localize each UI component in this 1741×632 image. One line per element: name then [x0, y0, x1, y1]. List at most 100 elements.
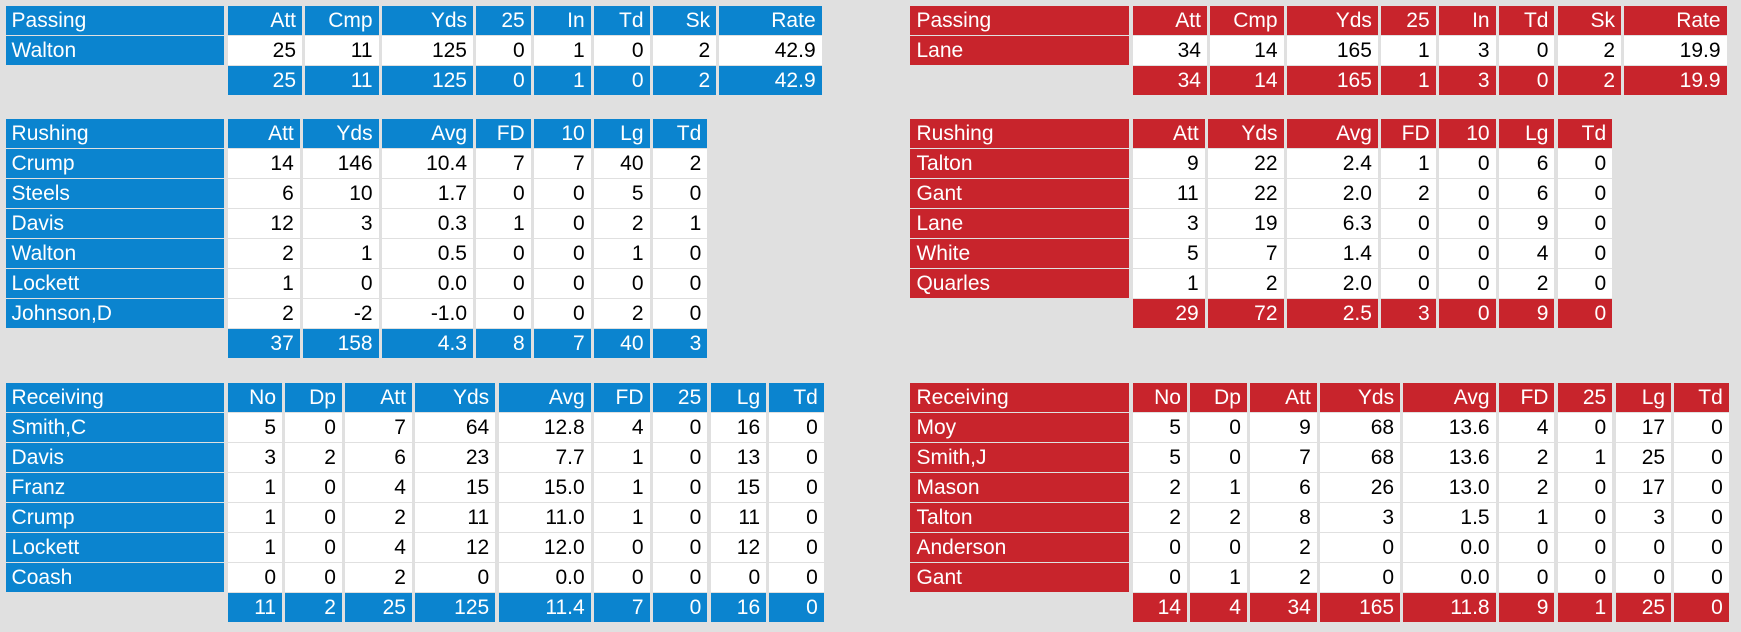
stat-cell: 1	[594, 238, 650, 268]
stat-cell: 2.4	[1286, 148, 1378, 178]
stat-cell: 0	[476, 268, 531, 298]
stat-cell: -2	[303, 298, 379, 328]
total-cell: 11.4	[498, 592, 591, 622]
stat-cell: 6.3	[1286, 208, 1378, 238]
stat-cell: 14	[1210, 35, 1284, 65]
stat-cell: 7	[534, 148, 591, 178]
stat-cell: 0	[285, 413, 342, 443]
stat-cell: 13.6	[1403, 443, 1496, 473]
stat-cell: 0	[652, 413, 708, 443]
stat-cell: 12.0	[498, 532, 591, 562]
header-cell: FD	[476, 118, 531, 148]
header-cell: Td	[594, 5, 650, 35]
stat-cell: 1	[534, 35, 591, 65]
player-name: Lane	[910, 208, 1130, 238]
stat-cell: 0	[1320, 562, 1401, 592]
stat-cell: 1	[227, 532, 283, 562]
stat-cell: 0	[415, 562, 496, 592]
total-cell: 29	[1132, 298, 1205, 328]
header-cell: Avg	[1403, 383, 1496, 413]
stat-cell: 4	[1498, 413, 1555, 443]
stat-cell: 2	[1208, 268, 1284, 298]
total-cell: 42.9	[719, 65, 822, 95]
stat-cell: 0	[1381, 238, 1436, 268]
total-cell: 0	[1438, 298, 1496, 328]
stat-cell: 0	[285, 502, 342, 532]
stat-cell: 0	[769, 473, 824, 502]
stat-cell: 15	[415, 473, 496, 502]
total-cell: 3	[1381, 298, 1436, 328]
stat-cell: 0	[476, 35, 531, 65]
stat-cell: 3	[1615, 502, 1672, 532]
total-cell: 2	[652, 65, 717, 95]
header-cell: No	[227, 383, 283, 413]
stat-cell: 6	[1250, 473, 1317, 502]
total-cell: 14	[1132, 592, 1187, 622]
header-cell: Att	[1132, 5, 1207, 35]
total-cell: 0	[769, 592, 824, 622]
stat-cell: 0	[1381, 208, 1436, 238]
stat-cell: 8	[1250, 502, 1317, 532]
stat-cell: 1	[227, 268, 300, 298]
stat-cell: 64	[415, 413, 496, 443]
stat-cell: 68	[1320, 443, 1401, 473]
header-cell: Receiving	[910, 383, 1130, 413]
stat-cell: 0	[769, 562, 824, 592]
stat-cell: 2.0	[1286, 178, 1378, 208]
stat-cell: 0	[1557, 473, 1613, 502]
stat-cell: 2	[285, 443, 342, 473]
stat-cell: 1	[227, 473, 283, 502]
stat-cell: 40	[594, 148, 650, 178]
header-cell: Yds	[1208, 118, 1284, 148]
header-cell: Rate	[1624, 5, 1727, 35]
header-cell: Att	[227, 5, 302, 35]
header-cell: Td	[1557, 118, 1613, 148]
stat-cell: 2	[1557, 35, 1622, 65]
header-cell: Receiving	[5, 383, 225, 413]
player-name: Davis	[5, 208, 225, 238]
stat-cell: 11.0	[498, 502, 591, 532]
player-name: Gant	[910, 178, 1130, 208]
header-cell: Lg	[1615, 383, 1672, 413]
stat-cell: 14	[227, 148, 300, 178]
header-cell: Rate	[719, 5, 822, 35]
total-cell: 0	[1498, 65, 1555, 95]
stat-cell: 16	[710, 413, 767, 443]
player-name: White	[910, 238, 1130, 268]
stat-cell: 25	[1615, 443, 1672, 473]
stat-cell: 0	[769, 443, 824, 473]
stat-cell: 1	[1498, 502, 1555, 532]
stat-cell: 0	[1438, 238, 1496, 268]
total-cell: 2	[285, 592, 342, 622]
stat-cell: 7	[476, 148, 531, 178]
stat-cell: 1.7	[381, 178, 473, 208]
stat-cell: 0	[652, 502, 708, 532]
stat-cell: 0	[1498, 532, 1555, 562]
total-cell: 165	[1320, 592, 1401, 622]
stat-cell: 0	[710, 562, 767, 592]
total-cell: 0	[1557, 298, 1613, 328]
total-cell: 19.9	[1624, 65, 1727, 95]
stat-cell: 0.5	[381, 238, 473, 268]
stat-cell: 0	[1132, 562, 1187, 592]
total-cell: 72	[1208, 298, 1284, 328]
total-cell: 8	[476, 328, 531, 358]
header-cell: Yds	[303, 118, 379, 148]
stat-cell: 12	[710, 532, 767, 562]
stat-cell: 2	[1250, 532, 1317, 562]
stat-cell: 1	[594, 443, 650, 473]
stat-cell: 2	[1132, 502, 1187, 532]
total-cell: 40	[594, 328, 650, 358]
player-name: Smith,J	[910, 443, 1130, 473]
stat-cell: 1.5	[1403, 502, 1496, 532]
stat-cell: 0	[1498, 35, 1555, 65]
total-cell: 0	[1674, 592, 1729, 622]
stat-cell: 2	[1190, 502, 1247, 532]
stat-cell: 0	[769, 502, 824, 532]
stat-cell: 17	[1615, 473, 1672, 502]
stat-cell: 165	[1286, 35, 1378, 65]
total-cell: 16	[710, 592, 767, 622]
stat-cell: 0	[534, 268, 591, 298]
stat-cell: 0	[652, 473, 708, 502]
header-cell: Td	[652, 118, 708, 148]
